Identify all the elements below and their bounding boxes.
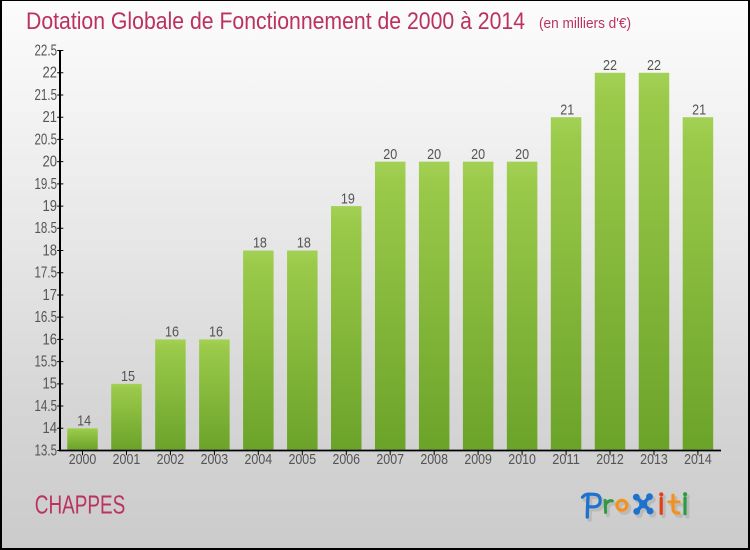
svg-text:2001: 2001 <box>113 452 141 468</box>
svg-text:2004: 2004 <box>245 452 273 468</box>
svg-text:21: 21 <box>692 102 706 118</box>
svg-text:(en milliers d'€): (en milliers d'€) <box>539 15 631 32</box>
svg-text:16: 16 <box>165 325 179 341</box>
svg-text:14.5: 14.5 <box>35 398 58 415</box>
svg-text:21.5: 21.5 <box>35 87 58 104</box>
svg-text:16.5: 16.5 <box>35 309 58 326</box>
svg-text:14: 14 <box>43 420 58 437</box>
svg-text:19: 19 <box>43 198 58 215</box>
svg-text:22: 22 <box>43 65 58 82</box>
svg-text:Dotation Globale de Fonctionne: Dotation Globale de Fonctionnement de 20… <box>26 8 525 35</box>
svg-text:16: 16 <box>43 331 58 348</box>
svg-text:22: 22 <box>647 58 661 74</box>
svg-text:21: 21 <box>43 109 58 126</box>
svg-text:2008: 2008 <box>420 452 448 468</box>
svg-text:18.5: 18.5 <box>35 220 58 237</box>
svg-text:2014: 2014 <box>684 452 712 468</box>
svg-text:20: 20 <box>43 154 58 171</box>
svg-text:2007: 2007 <box>376 452 404 468</box>
svg-text:18: 18 <box>253 236 267 252</box>
svg-text:20: 20 <box>427 147 441 163</box>
svg-text:2011: 2011 <box>552 452 580 468</box>
svg-text:2010: 2010 <box>508 452 536 468</box>
svg-text:2006: 2006 <box>332 452 360 468</box>
svg-text:17: 17 <box>43 287 58 304</box>
svg-text:20: 20 <box>383 147 397 163</box>
svg-text:2005: 2005 <box>289 452 317 468</box>
svg-text:19.5: 19.5 <box>35 176 58 193</box>
svg-text:17.5: 17.5 <box>35 265 58 282</box>
svg-text:CHAPPES: CHAPPES <box>35 491 126 519</box>
svg-text:22.5: 22.5 <box>35 42 58 59</box>
svg-text:15: 15 <box>121 369 135 385</box>
svg-text:14: 14 <box>77 413 91 429</box>
svg-text:19: 19 <box>341 191 355 207</box>
svg-text:18: 18 <box>297 236 311 252</box>
svg-text:2002: 2002 <box>157 452 185 468</box>
svg-text:2009: 2009 <box>464 452 492 468</box>
svg-text:15: 15 <box>43 376 58 393</box>
svg-text:2013: 2013 <box>640 452 668 468</box>
svg-text:2012: 2012 <box>596 452 624 468</box>
svg-text:15.5: 15.5 <box>35 354 58 371</box>
svg-text:13.5: 13.5 <box>35 442 58 459</box>
svg-text:22: 22 <box>603 58 617 74</box>
svg-text:20: 20 <box>471 147 485 163</box>
svg-text:20: 20 <box>515 147 529 163</box>
svg-text:20.5: 20.5 <box>35 131 58 148</box>
svg-text:18: 18 <box>43 242 58 259</box>
svg-text:2003: 2003 <box>201 452 229 468</box>
svg-text:16: 16 <box>209 325 223 341</box>
svg-text:2000: 2000 <box>69 452 97 468</box>
svg-text:21: 21 <box>560 102 574 118</box>
